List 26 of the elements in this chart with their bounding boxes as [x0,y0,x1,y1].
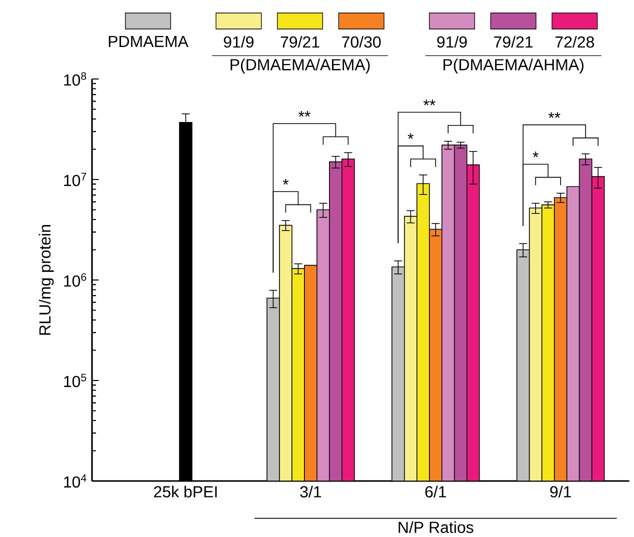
annotation: * [282,178,289,185]
x-tick-label: 9/1 [550,486,571,498]
y-tick-label: 10$^{5}$ [64,374,86,388]
legend-label: 79/21 [494,36,533,48]
annotation: ** [423,100,436,106]
x-tick-label: 3/1 [300,486,322,498]
annotation: * [408,133,414,139]
text: P(DMAEMA/AEMA) [230,58,370,74]
y-tick-label: 10$^{4}$ [64,474,86,488]
annotation: ** [548,112,560,118]
y-axis-title: RLU/mg protein [38,225,54,335]
annotation: ** [298,111,310,117]
y-tick-label: 10$^{7}$ [64,172,86,186]
legend-label: 70/30 [342,36,381,48]
x-tick-label: 6/1 [425,486,446,498]
legend-label: 91/9 [224,36,254,48]
annotation: * [532,152,538,158]
x-tick-label: 25k bPEI [154,486,217,498]
x-axis-title: N/P Ratios [398,521,474,534]
y-tick-label: 10$^{8}$ [64,72,86,86]
legend-label: PDMAEMA [108,36,188,47]
legend-label: 91/9 [437,36,467,48]
y-tick-label: 10$^{6}$ [64,273,86,287]
text: P(DMAEMA/AHMA) [444,58,584,74]
legend-label: 79/21 [280,36,320,48]
legend-label: 72/28 [555,36,594,48]
